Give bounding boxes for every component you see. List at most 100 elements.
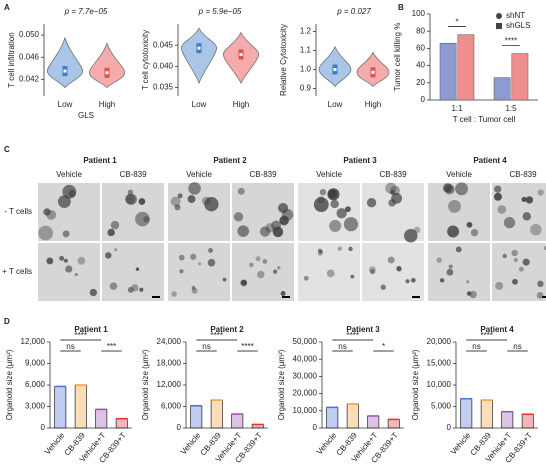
bar	[95, 409, 108, 429]
organoid	[448, 199, 461, 213]
organoid	[368, 266, 376, 274]
organoid	[177, 193, 183, 199]
organoid	[537, 189, 544, 196]
organoid	[138, 198, 146, 205]
organoid	[174, 204, 181, 211]
significance: *	[455, 18, 458, 27]
organoid	[74, 273, 78, 277]
y-tick-label: 5,000	[431, 402, 452, 411]
x-tick-label: Low	[58, 100, 73, 109]
median	[333, 67, 337, 71]
x-tick-label: High	[233, 100, 249, 109]
microscopy-image	[102, 243, 164, 301]
y-tick-label: 20	[416, 78, 425, 87]
microscopy-image	[428, 243, 490, 301]
panel-label: B	[398, 3, 404, 12]
y-tick-label: 10,000	[293, 406, 318, 415]
organoid	[455, 246, 462, 253]
y-tick-label: 0.040	[153, 61, 174, 70]
organoid	[396, 266, 402, 272]
organoid	[255, 256, 261, 262]
organoid	[135, 211, 150, 227]
y-axis-label: Organoid size (μm²)	[141, 349, 150, 420]
organoid	[503, 217, 516, 229]
organoid	[326, 269, 335, 278]
microscopy-image	[168, 243, 230, 301]
organoid	[208, 248, 213, 253]
y-axis-label: T cell infiltration	[7, 32, 16, 87]
y-tick-label: 0	[447, 423, 452, 432]
chart-title: Patient 2	[210, 325, 244, 334]
organoid	[171, 291, 177, 297]
organoid	[188, 182, 201, 195]
organoid	[139, 287, 144, 292]
organoid	[522, 212, 532, 221]
bar	[521, 413, 534, 429]
y-axis-label: Relative Cytotoxicity	[279, 24, 288, 96]
organoid	[405, 279, 410, 284]
y-axis-label: T cell cytotoxicity	[141, 30, 150, 90]
organoid	[280, 291, 286, 296]
microscopy-image	[298, 243, 360, 301]
organoid	[57, 195, 71, 209]
bar	[54, 386, 67, 429]
organoid	[197, 262, 202, 266]
organoid	[522, 258, 530, 266]
y-tick-label: 0	[177, 423, 182, 432]
organoid	[207, 258, 216, 267]
y-tick-label: 30,000	[293, 372, 318, 381]
significance: ns	[472, 342, 480, 351]
chart-title: p = 7.7e−05	[64, 7, 108, 16]
organoid	[110, 220, 120, 230]
organoid	[125, 193, 137, 205]
organoid	[380, 284, 386, 290]
organoid	[446, 268, 454, 276]
organoid	[277, 266, 281, 270]
organoid	[262, 259, 268, 264]
organoid	[281, 208, 294, 221]
organoid	[222, 277, 227, 282]
significance: ****	[505, 37, 517, 46]
y-tick-label: 9,000	[25, 359, 46, 368]
median	[371, 70, 375, 74]
bar	[511, 53, 529, 101]
x-axis-label: T cell : Tumor cell	[453, 115, 516, 124]
y-tick-label: 12,000	[21, 337, 46, 346]
bar	[501, 411, 514, 429]
organoid	[65, 265, 73, 273]
organoid	[328, 189, 337, 199]
column-label: CB-839	[119, 170, 147, 179]
microscopy-image	[492, 183, 546, 241]
chart-title: Patient 4	[480, 325, 514, 334]
column-label: CB-839	[379, 170, 407, 179]
organoid	[330, 199, 339, 209]
organoid	[249, 262, 254, 268]
organoid	[370, 269, 376, 275]
significance: ****	[241, 342, 253, 351]
organoid	[62, 184, 77, 199]
organoid	[107, 228, 115, 237]
organoid	[187, 195, 196, 204]
y-axis-label: Organoid size (μm²)	[5, 349, 14, 420]
y-tick-label: 40	[416, 61, 425, 70]
y-tick-label: 0.042	[19, 74, 40, 83]
significance: *	[382, 342, 385, 351]
significance: ns	[202, 342, 210, 351]
y-axis-label: Organoid size (μm²)	[411, 349, 420, 420]
significance: ****	[211, 331, 223, 340]
organoid	[469, 290, 477, 299]
organoid	[77, 256, 86, 265]
organoid	[62, 230, 70, 238]
y-tick-label: 60	[416, 44, 425, 53]
y-tick-label: 0	[421, 95, 426, 104]
organoid	[170, 196, 181, 207]
organoid	[466, 291, 472, 296]
microscopy-image	[492, 243, 546, 301]
y-tick-label: 20,000	[427, 337, 452, 346]
organoid	[319, 250, 324, 254]
bar	[326, 407, 339, 429]
organoid	[391, 192, 403, 204]
y-tick-label: 6,000	[25, 380, 46, 389]
significance: ns	[338, 342, 346, 351]
organoid	[89, 288, 98, 297]
